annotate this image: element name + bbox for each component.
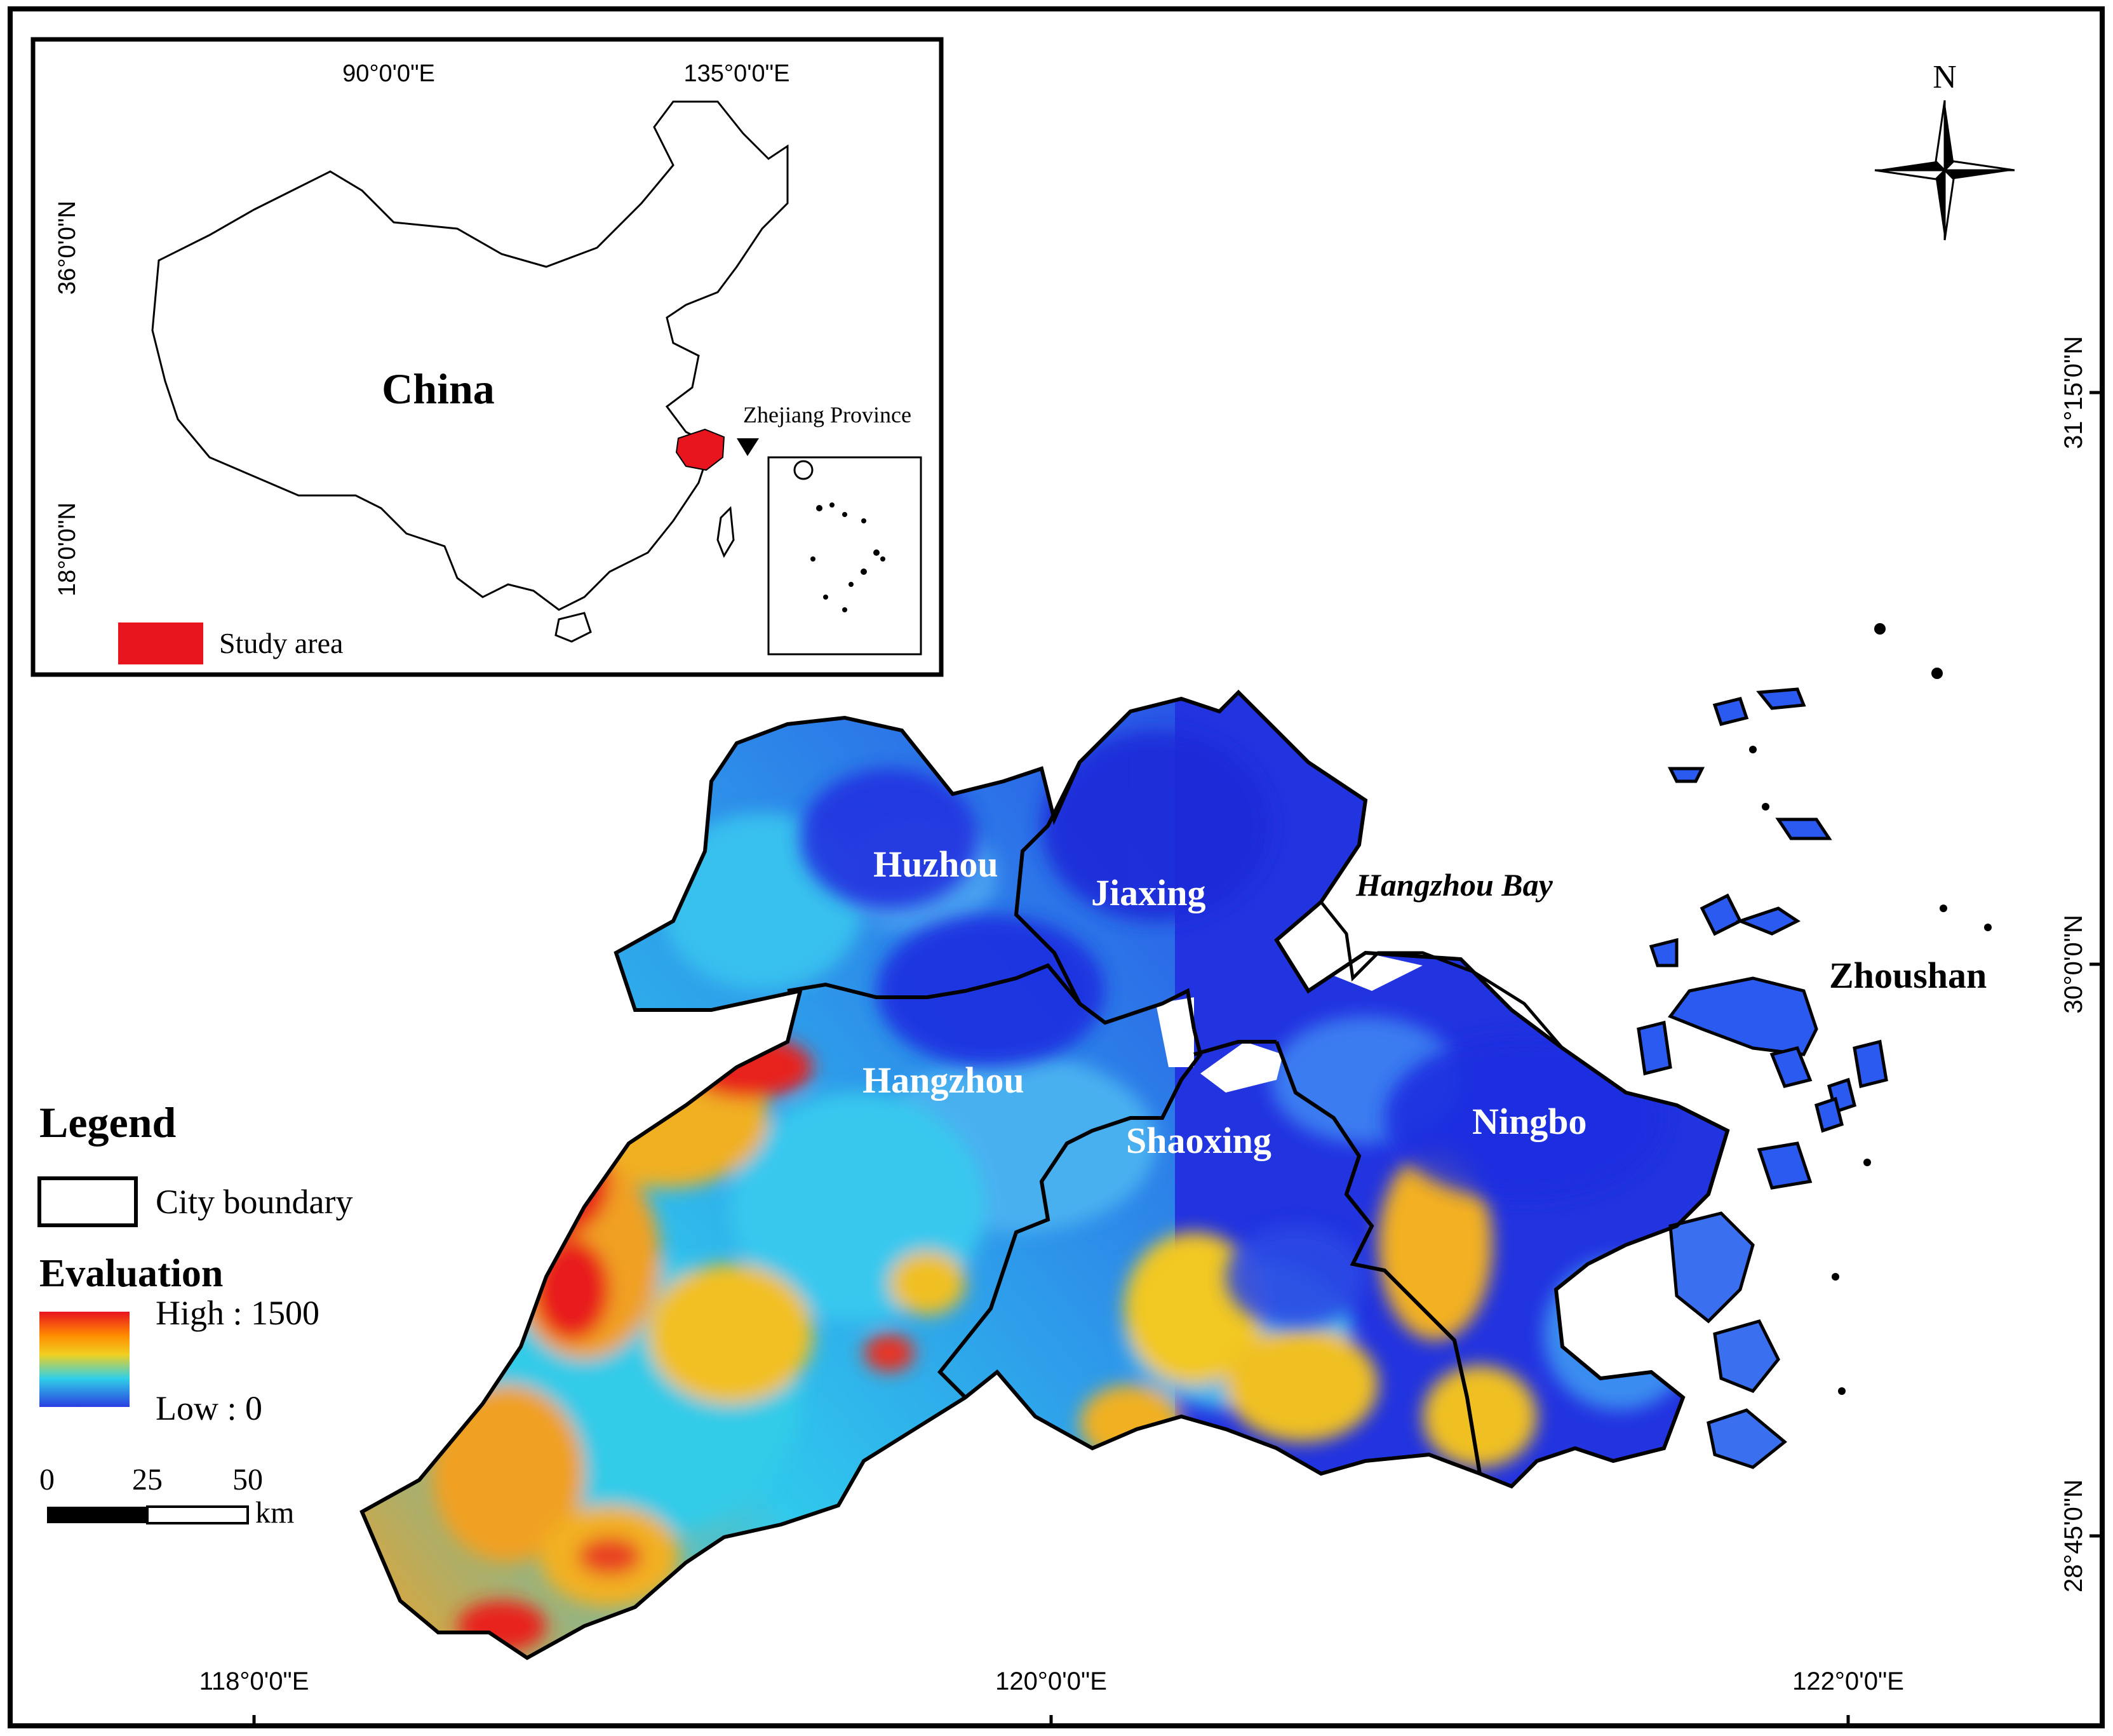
compass-rose-icon bbox=[1874, 100, 2015, 241]
city-labels: Huzhou Jiaxing Hangzhou Shaoxing Ningbo bbox=[862, 844, 1587, 1161]
scale-bar: 0 25 50 km bbox=[39, 1463, 294, 1530]
scale-unit: km bbox=[255, 1496, 294, 1530]
lat-tick-28-45: 28°45'0"N bbox=[2060, 1479, 2088, 1592]
inset-lat-18: 18°0'0"N bbox=[54, 502, 81, 596]
city-label-ningbo: Ningbo bbox=[1472, 1101, 1587, 1142]
scale-tick-25: 25 bbox=[132, 1463, 163, 1497]
city-label-jiaxing: Jiaxing bbox=[1091, 872, 1206, 913]
graticule-ticks bbox=[252, 391, 2101, 1725]
zhoushan-island bbox=[1668, 976, 1818, 1056]
evaluation-high-label: High : 1500 bbox=[156, 1294, 319, 1332]
city-boundaries bbox=[787, 761, 1482, 1474]
city-boundary-label: City boundary bbox=[156, 1183, 352, 1221]
lon-tick-118: 118°0'0"E bbox=[199, 1667, 309, 1695]
lon-tick-labels: 118°0'0"E 120°0'0"E 122°0'0"E bbox=[199, 1667, 1904, 1695]
lat-tick-labels: 31°15'0"N 30°0'0"N 28°45'0"N bbox=[2060, 336, 2088, 1592]
lon-tick-122: 122°0'0"E bbox=[1792, 1667, 1904, 1695]
inset-map: China Zhejiang Province Study area 90°0'… bbox=[30, 37, 944, 677]
inset-lon-135: 135°0'0"E bbox=[684, 60, 790, 87]
north-label: N bbox=[1933, 59, 1957, 95]
legend: Legend City boundary Evaluation High : 1… bbox=[37, 1098, 352, 1427]
city-label-shaoxing: Shaoxing bbox=[1126, 1120, 1271, 1161]
water-label-hangzhou-bay: Hangzhou Bay bbox=[1355, 867, 1553, 903]
inset-country-label: China bbox=[382, 365, 495, 413]
inset-lat-36: 36°0'0"N bbox=[54, 201, 81, 295]
scale-tick-0: 0 bbox=[39, 1463, 55, 1497]
lat-tick-31-15: 31°15'0"N bbox=[2060, 336, 2088, 449]
scale-tick-50: 50 bbox=[232, 1463, 263, 1497]
inset-province-label: Zhejiang Province bbox=[743, 402, 911, 427]
inset-pointer-icon bbox=[737, 438, 759, 456]
province-boundary bbox=[359, 689, 1730, 1660]
south-china-sea-inset bbox=[767, 456, 922, 656]
city-label-huzhou: Huzhou bbox=[873, 844, 998, 885]
study-area-label: Study area bbox=[219, 627, 343, 659]
map-frame bbox=[8, 6, 2105, 1728]
evaluation-low-label: Low : 0 bbox=[156, 1389, 262, 1427]
city-label-zhoushan: Zhoushan bbox=[1829, 955, 1987, 996]
legend-title: Legend bbox=[39, 1098, 177, 1147]
city-boundary-swatch bbox=[37, 1176, 138, 1227]
china-outline bbox=[151, 100, 789, 611]
lon-tick-120: 120°0'0"E bbox=[995, 1667, 1107, 1695]
evaluation-color-ramp bbox=[39, 1312, 130, 1407]
lat-tick-30: 30°0'0"N bbox=[2060, 915, 2088, 1014]
evaluation-title: Evaluation bbox=[39, 1252, 223, 1295]
study-area-swatch bbox=[118, 622, 203, 664]
inset-lon-90: 90°0'0"E bbox=[342, 60, 435, 87]
city-label-hangzhou: Hangzhou bbox=[862, 1060, 1024, 1101]
zhejiang-study-area bbox=[675, 428, 725, 471]
